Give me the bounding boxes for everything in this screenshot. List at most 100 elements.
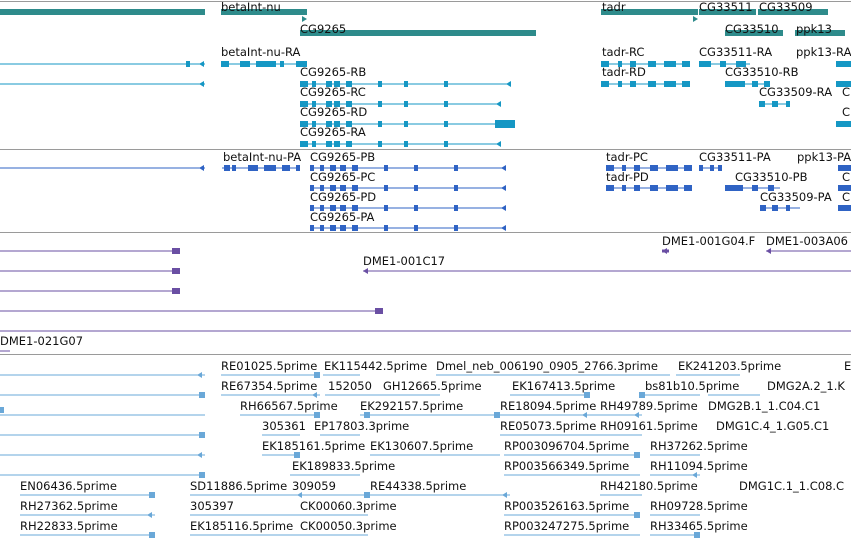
transcript-label: C [842,190,850,204]
exon-glyph [764,81,770,87]
exon-glyph [699,61,711,67]
transcript-label: CG9265-PA [310,210,375,224]
exon-glyph [664,61,676,67]
est-label: EK241203.5prime [678,359,781,373]
transcript-label: ppk13-PA [797,150,851,164]
exon-glyph [454,185,458,191]
gene-glyph [795,30,845,36]
gene-glyph [601,9,698,15]
est-end-glyph [199,472,205,478]
exon-glyph [326,141,332,147]
gene-label: betaInt-nu [221,0,281,14]
exon-glyph [330,185,336,191]
gene-label: CG33510 [725,22,779,36]
strand-arrow-icon [662,248,667,254]
exon-glyph [256,61,276,67]
exon-glyph [346,121,352,127]
strand-arrow-icon [766,248,771,254]
exon-glyph [836,81,851,87]
strand-arrow-icon [501,205,506,211]
est-label: RH42180.5prime [600,479,698,493]
exon-glyph [340,225,346,231]
exon-glyph [618,81,622,87]
strand-arrow-icon [147,512,152,518]
transcript-label: CG9265-PB [310,150,375,164]
feature-glyphs [0,9,851,538]
est-label: RP003566349.5prime [504,459,629,473]
strand-arrow-icon [199,165,204,171]
gene-glyph [758,9,828,15]
est-end-glyph [199,392,205,398]
exon-glyph [340,185,346,191]
exon-glyph [444,101,448,107]
est-label: RE01025.5prime [221,359,317,373]
est-label: EK130607.5prime [370,439,473,453]
strand-arrow-icon [199,61,204,67]
exon-glyph [384,165,388,171]
exon-glyph [684,165,692,171]
est-label: EK115442.5prime [324,359,427,373]
exon-glyph [240,61,250,67]
exon-glyph [312,121,316,127]
est-label: DMG2B.1_1.C04.C1 [708,399,820,413]
exon-glyph [650,185,658,191]
exon-glyph [264,165,276,171]
exon-glyph [378,101,382,107]
transcript-label: CG9265-PD [310,190,376,204]
exon-glyph [414,205,418,211]
exon-glyph [352,165,358,171]
est-label: RP003247275.5prime [504,519,629,533]
transcript-label: CG9265-PC [310,170,375,184]
exon-glyph [330,205,336,211]
exon-glyph [772,205,778,211]
exon-glyph [836,61,851,67]
strand-arrow-icon [502,492,507,498]
transcript-label: ppk13-RA [796,45,851,59]
exon-glyph [601,81,609,87]
exon-glyph [648,61,656,67]
clone-label: DME1-021G07 [0,334,83,348]
exon-glyph [300,121,308,127]
exon-glyph [414,185,418,191]
est-label: EP17803.3prime [314,419,409,433]
strand-arrow-icon [496,141,501,147]
strand-arrow-icon [302,16,307,22]
exon-glyph [340,165,346,171]
est-label: EK167413.5prime [512,379,615,393]
exon-glyph [326,81,332,87]
exon-glyph [404,101,408,107]
strand-arrow-icon [496,101,501,107]
clone-end-glyph [172,248,180,254]
est-label: RE18094.5prime [500,399,596,413]
est-label: CK00050.3prime [300,519,397,533]
transcript-label: CG9265-RD [300,105,367,119]
est-label: 152050 [328,379,372,393]
est-end-glyph [634,452,640,458]
exon-glyph [384,205,388,211]
strand-arrow-icon [197,372,202,378]
transcript-label: CG33511-RA [699,45,772,59]
transcript-label: tadr-RC [602,45,644,59]
exon-glyph [444,81,448,87]
exon-glyph [326,101,332,107]
transcript-label: CG9265-RA [300,125,366,139]
est-label: EK185116.5prime [190,519,293,533]
exon-glyph [280,61,284,67]
est-label: GH12665.5prime [383,379,482,393]
strand-arrow-icon [506,81,511,87]
est-label: EK185161.5prime [262,439,365,453]
exon-glyph [414,165,418,171]
gene-glyph [725,30,783,36]
exon-glyph [224,165,230,171]
est-label: EK292157.5prime [360,399,463,413]
exon-glyph [310,165,314,171]
exon-glyph [320,165,324,171]
transcript-label: CG9265-RC [300,85,366,99]
strand-arrow-icon [297,492,302,498]
est-end-glyph [364,412,370,418]
est-end-glyph [639,392,645,398]
exon-glyph [630,81,636,87]
est-end-glyph [364,492,370,498]
